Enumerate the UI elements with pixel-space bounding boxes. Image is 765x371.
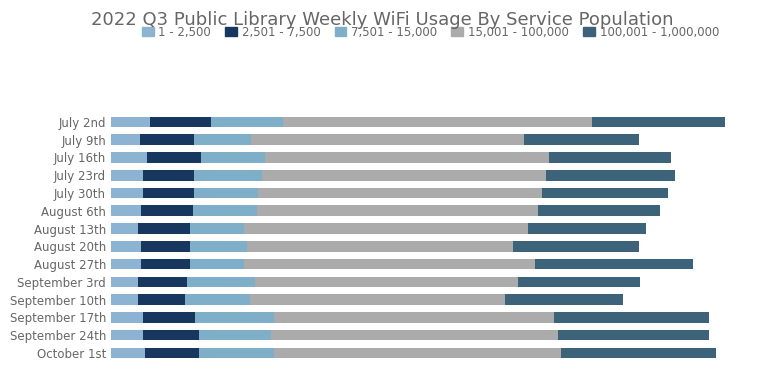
Bar xyxy=(111,276,138,287)
Bar xyxy=(111,223,138,234)
Bar xyxy=(244,223,528,234)
Bar xyxy=(111,312,143,323)
Bar xyxy=(187,276,256,287)
Bar xyxy=(111,348,145,358)
Bar xyxy=(558,330,709,341)
Bar xyxy=(143,170,194,181)
Bar xyxy=(249,294,505,305)
Bar xyxy=(194,188,259,198)
Bar xyxy=(147,152,200,163)
Bar xyxy=(111,259,141,269)
Bar xyxy=(259,188,542,198)
Bar xyxy=(190,241,247,252)
Bar xyxy=(151,116,211,127)
Bar xyxy=(111,206,141,216)
Bar xyxy=(513,241,639,252)
Bar xyxy=(138,294,185,305)
Bar xyxy=(199,348,274,358)
Bar xyxy=(271,330,558,341)
Bar xyxy=(185,294,249,305)
Bar xyxy=(211,116,283,127)
Bar xyxy=(283,116,592,127)
Bar xyxy=(274,312,554,323)
Bar xyxy=(251,134,524,145)
Bar xyxy=(138,223,190,234)
Bar xyxy=(111,330,143,341)
Bar xyxy=(244,259,535,269)
Bar xyxy=(193,206,258,216)
Bar xyxy=(141,259,190,269)
Bar xyxy=(140,134,194,145)
Bar xyxy=(258,206,538,216)
Bar xyxy=(265,152,549,163)
Bar xyxy=(111,294,138,305)
Legend: 1 - 2,500, 2,501 - 7,500, 7,501 - 15,000, 15,001 - 100,000, 100,001 - 1,000,000: 1 - 2,500, 2,501 - 7,500, 7,501 - 15,000… xyxy=(137,22,724,44)
Bar xyxy=(274,348,562,358)
Bar xyxy=(524,134,639,145)
Text: 2022 Q3 Public Library Weekly WiFi Usage By Service Population: 2022 Q3 Public Library Weekly WiFi Usage… xyxy=(91,11,674,29)
Bar xyxy=(111,134,140,145)
Bar xyxy=(111,241,141,252)
Bar xyxy=(141,241,190,252)
Bar xyxy=(111,152,147,163)
Bar xyxy=(111,116,151,127)
Bar xyxy=(145,348,199,358)
Bar xyxy=(141,206,193,216)
Bar xyxy=(247,241,513,252)
Bar xyxy=(538,206,659,216)
Bar xyxy=(554,312,708,323)
Bar xyxy=(111,188,143,198)
Bar xyxy=(143,330,200,341)
Bar xyxy=(111,170,143,181)
Bar xyxy=(200,330,271,341)
Bar xyxy=(549,152,671,163)
Bar xyxy=(592,116,725,127)
Bar xyxy=(535,259,693,269)
Bar xyxy=(505,294,623,305)
Bar xyxy=(262,170,545,181)
Bar xyxy=(194,134,251,145)
Bar xyxy=(200,152,265,163)
Bar xyxy=(518,276,640,287)
Bar xyxy=(143,312,195,323)
Bar xyxy=(195,312,274,323)
Bar xyxy=(528,223,646,234)
Bar xyxy=(143,188,194,198)
Bar xyxy=(256,276,518,287)
Bar xyxy=(545,170,675,181)
Bar xyxy=(138,276,187,287)
Bar xyxy=(190,223,244,234)
Bar xyxy=(194,170,262,181)
Bar xyxy=(562,348,716,358)
Bar xyxy=(542,188,668,198)
Bar xyxy=(190,259,244,269)
